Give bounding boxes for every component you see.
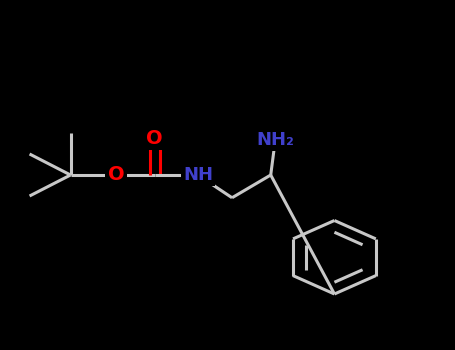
Text: NH: NH [183, 166, 213, 184]
Text: O: O [147, 129, 163, 148]
Text: NH₂: NH₂ [256, 131, 294, 149]
Text: O: O [108, 166, 124, 184]
